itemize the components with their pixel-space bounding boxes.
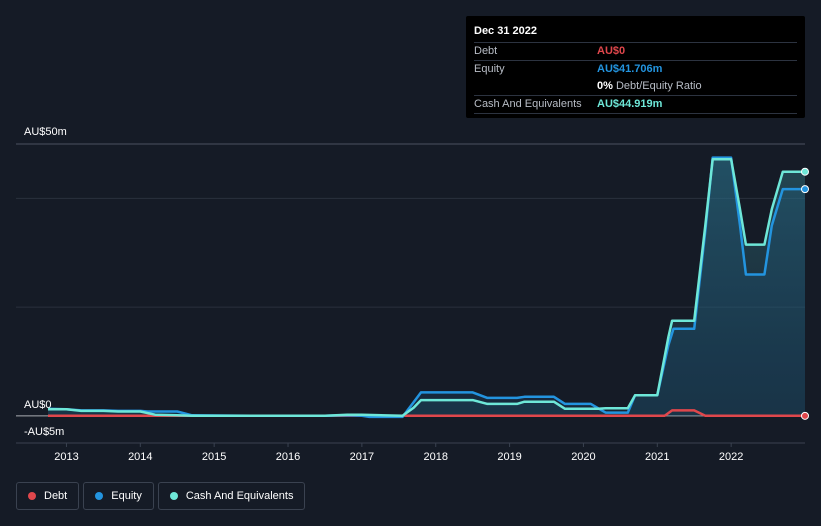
y-label-bottom: -AU$5m <box>24 426 64 438</box>
x-tick-label: 2017 <box>350 451 374 463</box>
debt-end-marker <box>801 411 809 420</box>
tooltip-date: Dec 31 2022 <box>474 25 537 37</box>
tooltip-ratio-label: Debt/Equity Ratio <box>615 80 702 92</box>
x-tick-label: 2022 <box>719 451 743 463</box>
legend-cash-label: Cash And Equivalents <box>185 490 294 502</box>
equity-area <box>48 157 805 417</box>
x-tick-label: 2014 <box>128 451 152 463</box>
cash-area <box>48 159 805 416</box>
legend-equity-label: Equity <box>111 490 142 502</box>
tooltip-debt-label: Debt <box>474 45 498 57</box>
legend-debt-button[interactable]: Debt <box>16 482 80 510</box>
legend-equity-dot-icon <box>95 492 104 500</box>
cash-end-marker <box>801 167 809 176</box>
legend-cash-button[interactable]: Cash And Equivalents <box>157 482 306 510</box>
tooltip-ratio-value: 0% <box>597 80 613 92</box>
tooltip-cash-label: Cash And Equivalents <box>474 98 582 110</box>
cash-line <box>48 157 805 418</box>
x-tick-label: 2020 <box>571 451 595 463</box>
tooltip-cash-value: AU$44.919m <box>597 98 663 110</box>
legend-debt-dot-icon <box>28 492 36 500</box>
x-tick-label: 2016 <box>276 451 300 463</box>
x-tick-label: 2021 <box>645 451 669 463</box>
x-tick-label: 2019 <box>497 451 521 463</box>
tooltip-equity-label: Equity <box>474 63 505 75</box>
tooltip-panel: Dec 31 2022 Debt AU$0 Equity AU$41.706m … <box>466 16 805 118</box>
axis-labels: AU$50m AU$0 -AU$5m 2013 2014 2015 2016 2017 2018… <box>24 126 743 463</box>
debt-line <box>48 409 805 418</box>
tooltip-equity-row: Equity AU$41.706m <box>474 60 797 78</box>
equity-line <box>47 156 805 419</box>
y-label-top: AU$50m <box>24 126 67 138</box>
x-tick-label: 2015 <box>202 451 226 463</box>
x-tick-label: 2018 <box>423 451 447 463</box>
equity-end-marker <box>801 185 809 194</box>
legend-equity-button[interactable]: Equity <box>83 482 154 510</box>
legend-debt-label: Debt <box>44 490 68 502</box>
x-tick-label: 2013 <box>54 451 78 463</box>
legend-cash-dot-icon <box>169 492 178 500</box>
tooltip-debt-row: Debt AU$0 <box>474 42 797 60</box>
series-layer <box>47 156 809 420</box>
y-label-zero: AU$0 <box>24 399 52 411</box>
tooltip-debt-value: AU$0 <box>597 45 626 57</box>
tooltip-ratio-row: 0% Debt/Equity Ratio <box>474 78 797 95</box>
tooltip-cash-row: Cash And Equivalents AU$44.919m <box>474 95 797 114</box>
legend: Debt Equity Cash And Equivalents <box>16 482 309 510</box>
tooltip-equity-value: AU$41.706m <box>597 63 663 75</box>
